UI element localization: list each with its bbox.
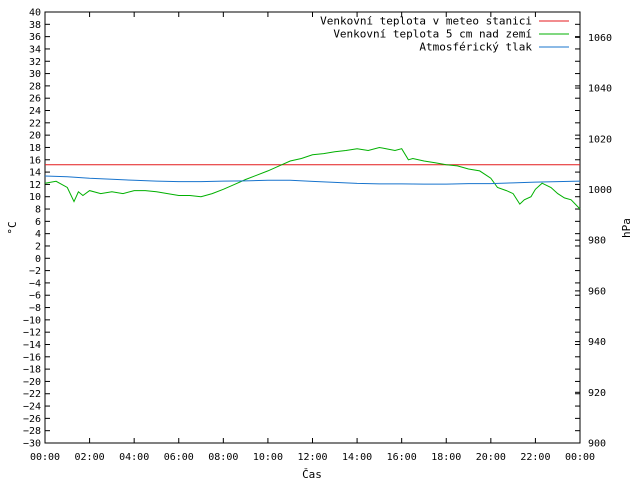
series-line-3 — [44, 175, 581, 185]
y-tick-label: −30 — [23, 439, 41, 450]
x-tick-label: 08:00 — [208, 452, 238, 463]
y2-tick-label: 1040 — [588, 84, 612, 95]
x-axis: 00:00 02:00 04:00 06:00 08:00 10:00 12:00 14:00… — [30, 12, 595, 463]
y2-tick-label: 1020 — [588, 134, 612, 145]
y-tick-label: 28 — [29, 81, 41, 92]
y-tick-label: −22 — [23, 389, 41, 400]
x-tick-label: 06:00 — [164, 452, 194, 463]
y-tick-label: 12 — [29, 180, 41, 191]
y2-tick-label: 980 — [588, 236, 606, 247]
y-tick-label: −6 — [29, 291, 41, 302]
y-tick-label: −28 — [23, 426, 41, 437]
y-tick-label: −12 — [23, 328, 41, 339]
legend: Venkovní teplota v meteo staniciVenkovní… — [320, 15, 569, 54]
y-tick-label: −26 — [23, 414, 41, 425]
y-tick-label: 4 — [35, 229, 41, 240]
y-tick-label: 34 — [29, 44, 41, 55]
y2-tick-label: 1060 — [588, 33, 612, 44]
y-tick-label: 20 — [29, 131, 41, 142]
y-tick-label: −16 — [23, 352, 41, 363]
y-tick-label: −14 — [23, 340, 41, 351]
x-tick-label: 10:00 — [253, 452, 283, 463]
y2-tick-label: 940 — [588, 337, 606, 348]
plot-frame — [44, 11, 581, 444]
x-tick-label: 22:00 — [520, 452, 550, 463]
x-axis-title: Čas — [302, 468, 322, 480]
legend-label-2: Venkovní teplota 5 cm nad zemí — [333, 28, 532, 41]
y2-tick-label: 920 — [588, 388, 606, 399]
legend-label-3: Atmosférický tlak — [419, 41, 532, 54]
y-tick-label: 14 — [29, 168, 41, 179]
y-tick-label: 30 — [29, 69, 41, 80]
y-tick-label: −10 — [23, 315, 41, 326]
x-tick-label: 04:00 — [119, 452, 149, 463]
x-tick-label: 12:00 — [297, 452, 327, 463]
y-tick-label: 36 — [29, 32, 41, 43]
y-tick-label: 10 — [29, 192, 41, 203]
y-tick-label: −18 — [23, 365, 41, 376]
y-tick-label: 32 — [29, 57, 41, 68]
y2-tick-label: 900 — [588, 439, 606, 450]
x-tick-label: 00:00 — [30, 452, 60, 463]
y-tick-label: 0 — [35, 254, 41, 265]
y-tick-label: −4 — [29, 278, 41, 289]
y-tick-label: −8 — [29, 303, 41, 314]
x-tick-label: 00:00 — [565, 452, 595, 463]
x-tick-label: 16:00 — [387, 452, 417, 463]
x-tick-label: 18:00 — [431, 452, 461, 463]
y-tick-label: 24 — [29, 106, 41, 117]
y-tick-label: 38 — [29, 20, 41, 31]
y-tick-label: −24 — [23, 402, 41, 413]
y-tick-label: 40 — [29, 8, 41, 19]
y-tick-label: 8 — [35, 205, 41, 216]
y2-tick-label: 960 — [588, 286, 606, 297]
y-tick-label: 2 — [35, 241, 41, 252]
y1-axis: −30−28−26−24−22−20−18−16−14−12−10−8−6−4−… — [23, 8, 580, 450]
y-tick-label: −20 — [23, 377, 41, 388]
y-tick-label: 18 — [29, 143, 41, 154]
y-tick-label: 26 — [29, 94, 41, 105]
x-tick-label: 14:00 — [342, 452, 372, 463]
series-line-2 — [44, 146, 581, 210]
y-axis-title: °C — [6, 221, 19, 234]
y-tick-label: 16 — [29, 155, 41, 166]
y2-tick-label: 1000 — [588, 185, 612, 196]
y2-axis-title: hPa — [620, 218, 633, 238]
y-tick-label: −2 — [29, 266, 41, 277]
x-tick-label: 02:00 — [75, 452, 105, 463]
y-tick-label: 22 — [29, 118, 41, 129]
x-tick-label: 20:00 — [476, 452, 506, 463]
y2-axis: 900 920 940 960 980 1000 1020 1040 1060 — [575, 33, 612, 450]
y-tick-label: 6 — [35, 217, 41, 228]
series-group — [44, 146, 581, 210]
legend-label-1: Venkovní teplota v meteo stanici — [320, 15, 532, 28]
